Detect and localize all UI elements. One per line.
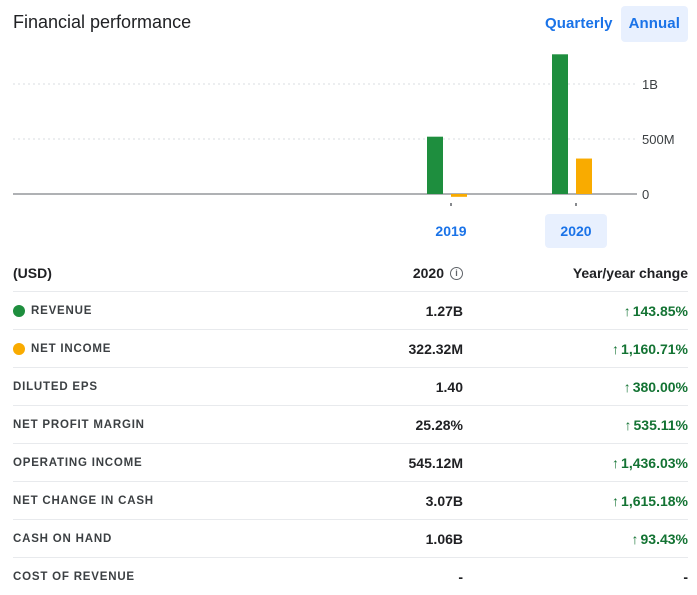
metric-label: COST OF REVENUE bbox=[13, 570, 135, 583]
table-row: OPERATING INCOME 545.12M ↑ 1,436.03% bbox=[13, 444, 688, 482]
table-header-row: (USD) 2020 i Year/year change bbox=[13, 255, 688, 292]
metric-change: ↑ 1,615.18% bbox=[463, 493, 688, 509]
change-value: 1,615.18% bbox=[621, 492, 688, 509]
arrow-up-icon: ↑ bbox=[623, 302, 631, 319]
metric-change: ↑ 1,160.71% bbox=[463, 341, 688, 357]
currency-label: (USD) bbox=[13, 265, 52, 281]
arrow-up-icon: ↑ bbox=[612, 492, 620, 509]
financial-table: (USD) 2020 i Year/year change REVENUE 1.2… bbox=[13, 255, 688, 595]
change-value: 380.00% bbox=[632, 378, 688, 395]
legend-dot bbox=[13, 304, 25, 317]
arrow-up-icon: ↑ bbox=[612, 454, 620, 471]
table-row: CASH ON HAND 1.06B ↑ 93.43% bbox=[13, 520, 688, 558]
metric-value: 25.28% bbox=[415, 416, 463, 433]
metric-label: NET INCOME bbox=[31, 342, 112, 355]
bar-revenue-2019[interactable] bbox=[427, 136, 443, 194]
metric-value: 3.07B bbox=[425, 492, 463, 509]
metric-label: REVENUE bbox=[31, 304, 93, 317]
metric-label: OPERATING INCOME bbox=[13, 456, 143, 469]
change-value: 1,160.71% bbox=[621, 340, 688, 357]
metric-value: 545.12M bbox=[408, 454, 463, 471]
y-tick-label: 500M bbox=[642, 132, 675, 147]
quarterly-button[interactable]: Quarterly bbox=[544, 15, 613, 32]
y-tick-label: 0 bbox=[642, 187, 649, 202]
bar-net-income-2020[interactable] bbox=[576, 158, 592, 194]
metric-change: ↑ 535.11% bbox=[463, 416, 689, 433]
table-row: DILUTED EPS 1.40 ↑ 380.00% bbox=[13, 368, 688, 406]
info-icon[interactable]: i bbox=[450, 266, 463, 280]
metric-change: ↑ 380.00% bbox=[463, 379, 688, 395]
section-title: Financial performance bbox=[13, 12, 192, 32]
legend-dot bbox=[13, 342, 25, 355]
arrow-up-icon: ↑ bbox=[623, 378, 631, 395]
change-value: - bbox=[683, 568, 688, 585]
table-row: REVENUE 1.27B ↑ 143.85% bbox=[13, 292, 688, 330]
metric-value: 1.06B bbox=[425, 530, 463, 547]
change-header: Year/year change bbox=[572, 265, 688, 281]
change-value: 143.85% bbox=[632, 302, 688, 319]
financial-bar-chart: 0 500M 1B bbox=[13, 54, 675, 206]
metric-value: 322.32M bbox=[408, 340, 463, 357]
metric-value: 1.27B bbox=[425, 302, 463, 319]
arrow-up-icon: ↑ bbox=[612, 340, 620, 357]
metric-value: - bbox=[458, 568, 463, 585]
table-row: NET PROFIT MARGIN 25.28% ↑ 535.11% bbox=[13, 406, 688, 444]
change-value: 535.11% bbox=[633, 416, 689, 433]
metric-change: ↑ 93.43% bbox=[463, 531, 688, 547]
metric-label: DILUTED EPS bbox=[13, 380, 98, 393]
metric-label: NET PROFIT MARGIN bbox=[13, 418, 145, 431]
metric-change: ↑ 1,436.03% bbox=[463, 455, 688, 471]
table-row: NET CHANGE IN CASH 3.07B ↑ 1,615.18% bbox=[13, 482, 688, 520]
y-tick-label: 1B bbox=[642, 77, 658, 92]
period-toggle: Quarterly Annual bbox=[537, 6, 688, 42]
change-value: 1,436.03% bbox=[621, 454, 688, 471]
bar-revenue-2020[interactable] bbox=[552, 54, 568, 194]
metric-label: NET CHANGE IN CASH bbox=[13, 494, 154, 507]
metric-change: - bbox=[463, 569, 688, 585]
change-value: 93.43% bbox=[640, 530, 688, 547]
year-button-2019[interactable]: 2019 bbox=[435, 223, 467, 239]
table-row: COST OF REVENUE - - bbox=[13, 558, 688, 595]
year-button-2020[interactable]: 2020 bbox=[545, 214, 607, 248]
arrow-up-icon: ↑ bbox=[631, 530, 639, 547]
metric-change: ↑ 143.85% bbox=[463, 303, 688, 319]
metric-value: 1.40 bbox=[435, 378, 463, 395]
bar-net-income-2019[interactable] bbox=[451, 194, 467, 197]
table-row: NET INCOME 322.32M ↑ 1,160.71% bbox=[13, 330, 688, 368]
annual-button[interactable]: Annual bbox=[620, 6, 688, 42]
selected-year-label: 2020 bbox=[412, 265, 444, 281]
arrow-up-icon: ↑ bbox=[624, 416, 632, 433]
metric-label: CASH ON HAND bbox=[13, 532, 113, 545]
